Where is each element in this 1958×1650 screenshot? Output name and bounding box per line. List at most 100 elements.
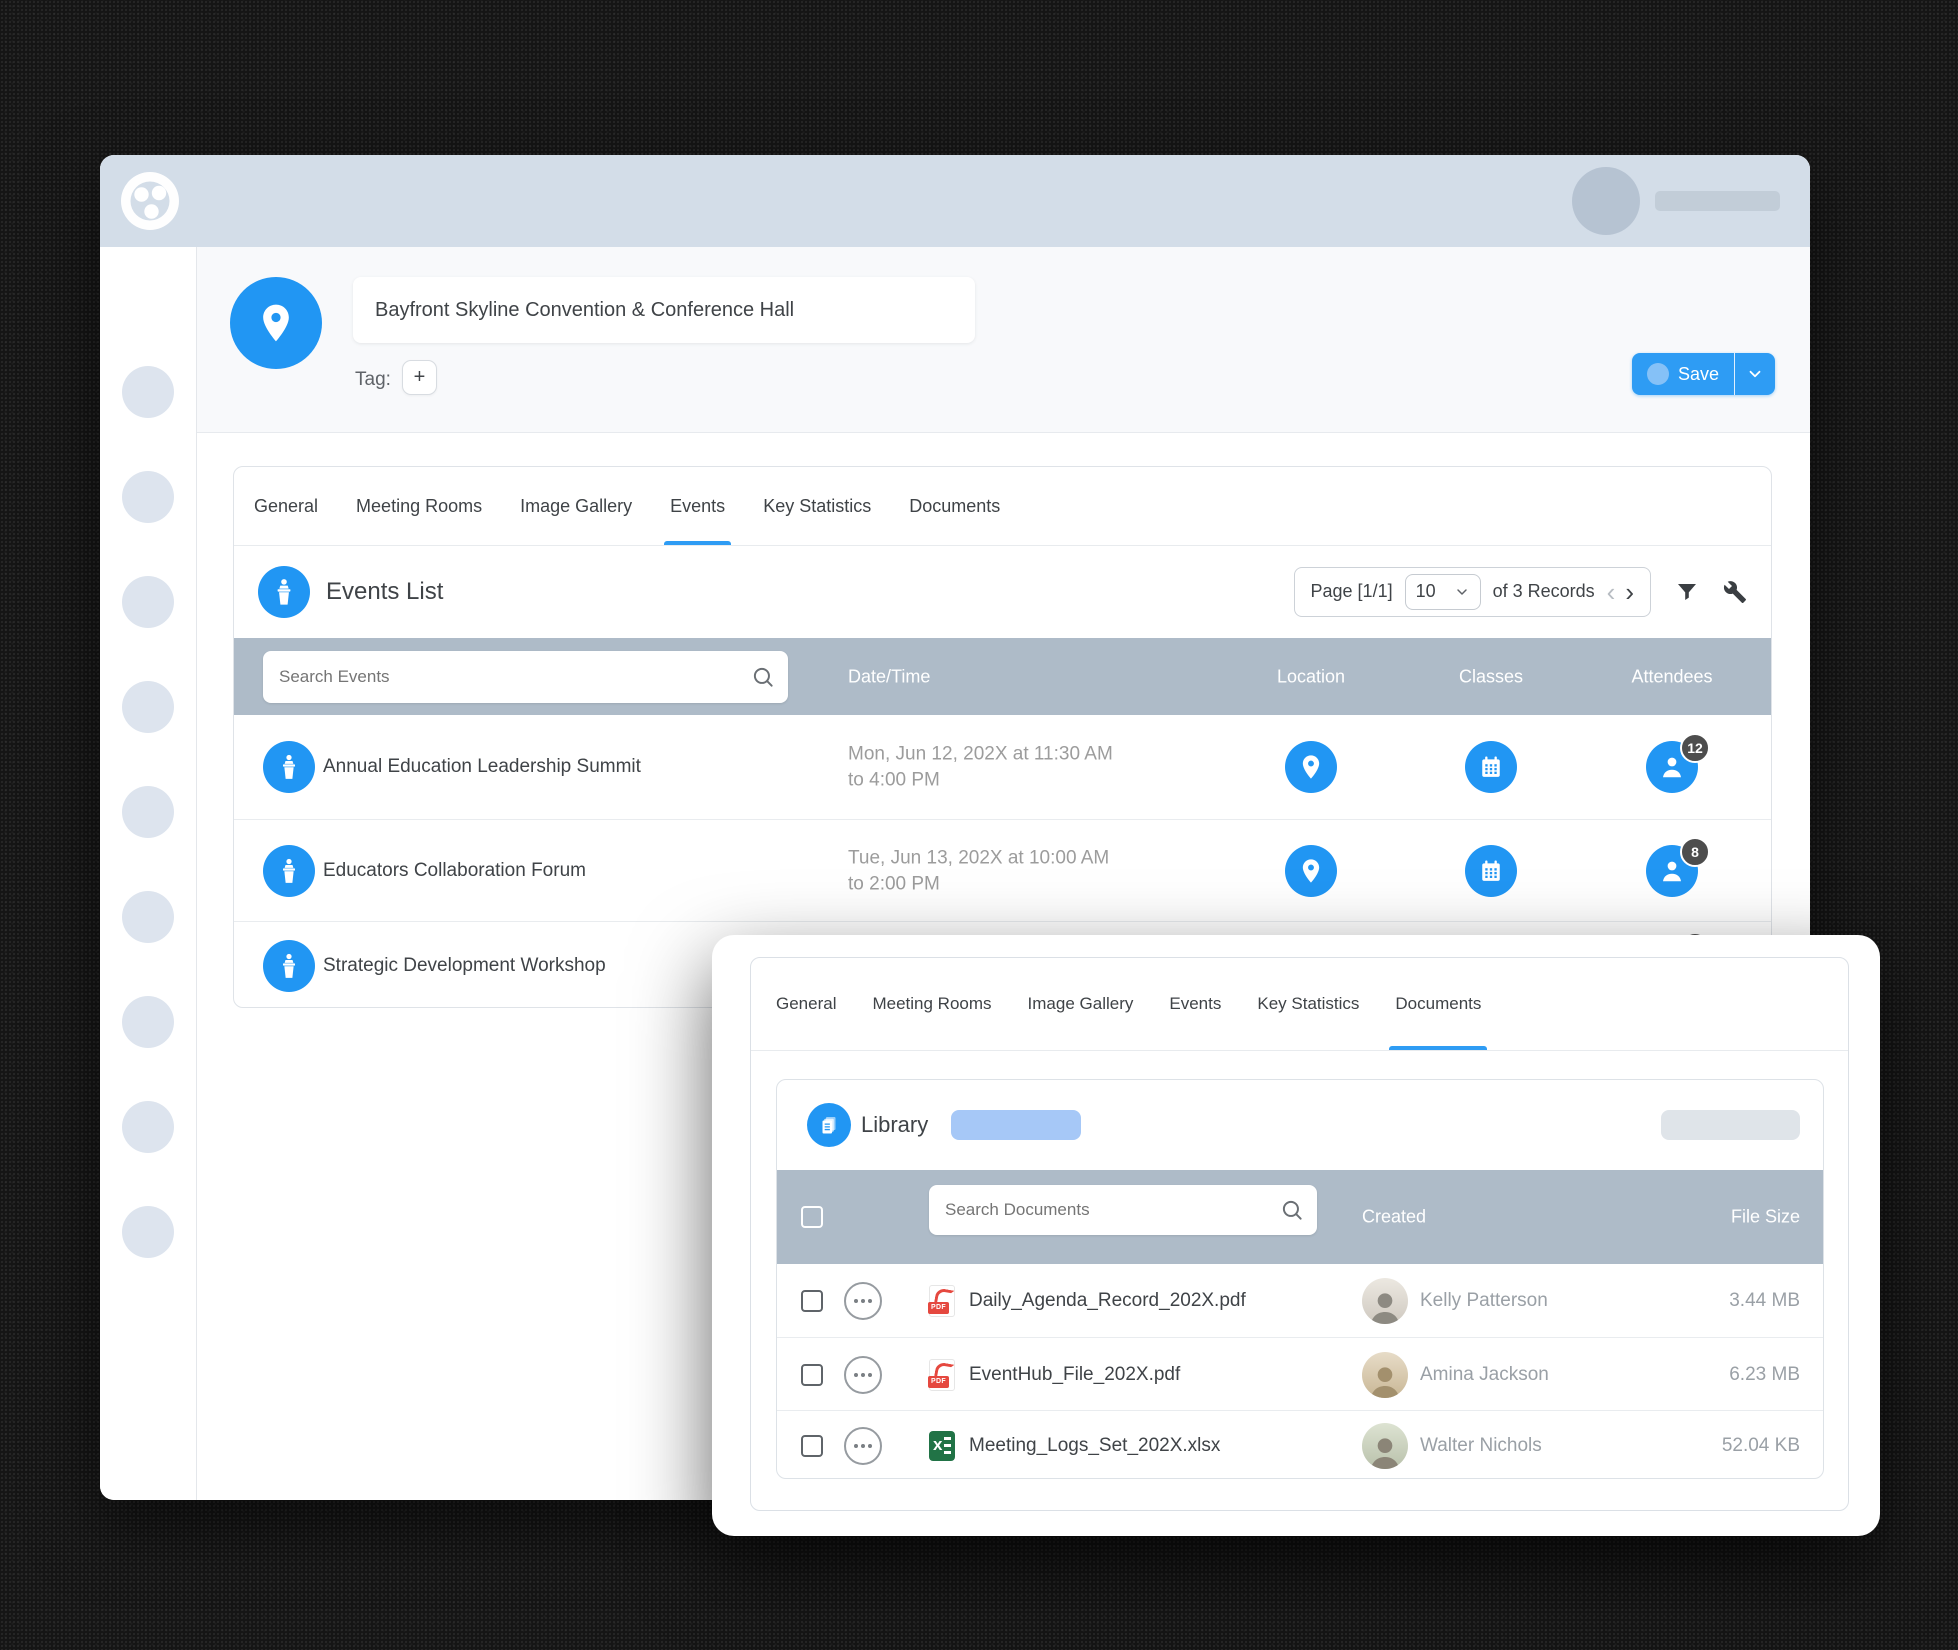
save-button[interactable]: Save: [1632, 353, 1775, 395]
events-panel-header: Events List Page [1/1] 10 of 3 Records ‹…: [234, 545, 1771, 638]
location-icon[interactable]: [1285, 741, 1337, 793]
document-row-3[interactable]: x Meeting_Logs_Set_202X.xlsx Walter Nich…: [777, 1410, 1823, 1478]
tab-key-statistics[interactable]: Key Statistics: [763, 495, 872, 516]
select-all-checkbox[interactable]: [801, 1206, 823, 1228]
search-events-input[interactable]: [263, 651, 788, 703]
library-subtitle-placeholder: [951, 1110, 1081, 1140]
pdf-file-icon: PDF: [928, 1284, 955, 1317]
created-by-name: Walter Nichols: [1420, 1434, 1542, 1456]
sidebar-item-2[interactable]: [122, 471, 174, 523]
sidebar-item-8[interactable]: [122, 1101, 174, 1153]
pdf-file-icon: PDF: [928, 1358, 955, 1391]
tab-documents[interactable]: Documents: [909, 495, 1001, 516]
library-icon: [807, 1103, 851, 1147]
created-by-name: Amina Jackson: [1420, 1363, 1549, 1385]
column-date-time: Date/Time: [848, 666, 931, 686]
page-indicator: Page [1/1]: [1310, 581, 1393, 601]
tab-image-gallery[interactable]: Image Gallery: [520, 495, 633, 516]
user-avatar[interactable]: [1572, 167, 1640, 235]
sidebar-item-9[interactable]: [122, 1206, 174, 1258]
more-actions-button[interactable]: [844, 1426, 882, 1465]
column-location: Location: [1276, 666, 1346, 686]
tab-meeting-rooms[interactable]: Meeting Rooms: [356, 495, 483, 516]
document-row-2[interactable]: PDF EventHub_File_202X.pdf Amina Jackson…: [777, 1337, 1823, 1411]
avatar: [1362, 1351, 1408, 1398]
library-panel: Library Created File Size: [776, 1079, 1824, 1479]
created-by-name: Kelly Patterson: [1420, 1289, 1548, 1311]
filter-icon[interactable]: [1675, 580, 1699, 604]
tag-label: Tag:: [355, 369, 391, 390]
document-name[interactable]: EventHub_File_202X.pdf: [969, 1363, 1181, 1385]
events-panel-title: Events List: [326, 577, 444, 605]
event-podium-icon: [263, 845, 315, 897]
more-actions-button[interactable]: [844, 1281, 882, 1320]
app-window: Tag: + Save General Meeting Rooms Image …: [100, 155, 1810, 1500]
classes-calendar-icon[interactable]: [1465, 845, 1517, 897]
file-size: 52.04 KB: [1721, 1434, 1800, 1456]
event-podium-icon: [263, 741, 315, 793]
tab-general[interactable]: General: [776, 994, 837, 1013]
tab-image-gallery[interactable]: Image Gallery: [1027, 994, 1134, 1013]
document-name[interactable]: Meeting_Logs_Set_202X.xlsx: [969, 1434, 1221, 1456]
library-action-placeholder[interactable]: [1661, 1110, 1800, 1140]
save-status-icon: [1646, 363, 1669, 385]
settings-wrench-icon[interactable]: [1723, 580, 1747, 604]
more-actions-button[interactable]: [844, 1355, 882, 1394]
sidebar-item-4[interactable]: [122, 681, 174, 733]
tab-events[interactable]: Events: [1169, 994, 1222, 1013]
search-documents-input[interactable]: [929, 1185, 1317, 1235]
avatar: [1362, 1277, 1408, 1324]
events-card: General Meeting Rooms Image Gallery Even…: [233, 466, 1772, 1008]
file-size: 3.44 MB: [1729, 1289, 1800, 1311]
event-podium-icon: [263, 940, 315, 992]
app-header: [100, 155, 1810, 247]
column-classes: Classes: [1458, 666, 1524, 686]
events-list-icon: [258, 565, 310, 618]
event-row-2[interactable]: Educators Collaboration Forum Tue, Jun 1…: [234, 819, 1771, 922]
event-name[interactable]: Annual Education Leadership Summit: [323, 756, 641, 777]
save-dropdown-button[interactable]: [1734, 353, 1775, 395]
per-page-select[interactable]: 10: [1404, 573, 1481, 610]
add-tag-button[interactable]: +: [402, 360, 437, 395]
event-row-1[interactable]: Annual Education Leadership Summit Mon, …: [234, 715, 1771, 819]
file-size: 6.23 MB: [1729, 1363, 1800, 1385]
tab-meeting-rooms[interactable]: Meeting Rooms: [872, 994, 992, 1013]
event-name[interactable]: Educators Collaboration Forum: [323, 860, 586, 881]
app-logo-icon: [118, 169, 182, 233]
row-checkbox[interactable]: [801, 1363, 823, 1386]
library-header: Library: [777, 1080, 1823, 1170]
tab-bar: General Meeting Rooms Image Gallery Even…: [234, 467, 1771, 546]
sidebar-nav: [100, 247, 197, 1500]
documents-table-body: PDF Daily_Agenda_Record_202X.pdf Kelly P…: [777, 1264, 1823, 1478]
sidebar-item-1[interactable]: [122, 366, 174, 418]
tab-key-statistics[interactable]: Key Statistics: [1257, 994, 1360, 1013]
column-created: Created: [1362, 1206, 1427, 1227]
sidebar-item-5[interactable]: [122, 786, 174, 838]
sidebar-item-3[interactable]: [122, 576, 174, 628]
attendee-count-badge: 12: [1680, 733, 1710, 763]
events-table-header: Date/Time Location Classes Attendees: [234, 638, 1771, 715]
row-checkbox[interactable]: [801, 1289, 823, 1312]
sidebar-item-7[interactable]: [122, 996, 174, 1048]
tab-events[interactable]: Events: [664, 467, 732, 545]
records-count-label: of 3 Records: [1492, 581, 1595, 601]
user-name-placeholder: [1655, 191, 1780, 211]
prev-page-button[interactable]: ‹: [1606, 576, 1616, 607]
next-page-button[interactable]: ›: [1625, 576, 1634, 607]
chevron-down-icon: [1456, 588, 1467, 595]
venue-title-input[interactable]: [353, 277, 975, 343]
document-row-1[interactable]: PDF Daily_Agenda_Record_202X.pdf Kelly P…: [777, 1264, 1823, 1337]
sidebar-item-6[interactable]: [122, 891, 174, 943]
tab-documents[interactable]: Documents: [1389, 958, 1488, 1050]
classes-calendar-icon[interactable]: [1465, 741, 1517, 793]
documents-overlay: General Meeting Rooms Image Gallery Even…: [712, 935, 1880, 1536]
tab-general[interactable]: General: [254, 495, 319, 516]
location-icon[interactable]: [1285, 845, 1337, 897]
document-name[interactable]: Daily_Agenda_Record_202X.pdf: [969, 1289, 1246, 1311]
tab-bar: General Meeting Rooms Image Gallery Even…: [751, 958, 1848, 1051]
event-name[interactable]: Strategic Development Workshop: [323, 955, 606, 976]
save-button-label: Save: [1677, 363, 1720, 384]
row-checkbox[interactable]: [801, 1434, 823, 1457]
event-datetime: Mon, Jun 12, 202X at 11:30 AM to 4:00 PM: [848, 743, 1113, 790]
documents-card: General Meeting Rooms Image Gallery Even…: [750, 957, 1849, 1511]
